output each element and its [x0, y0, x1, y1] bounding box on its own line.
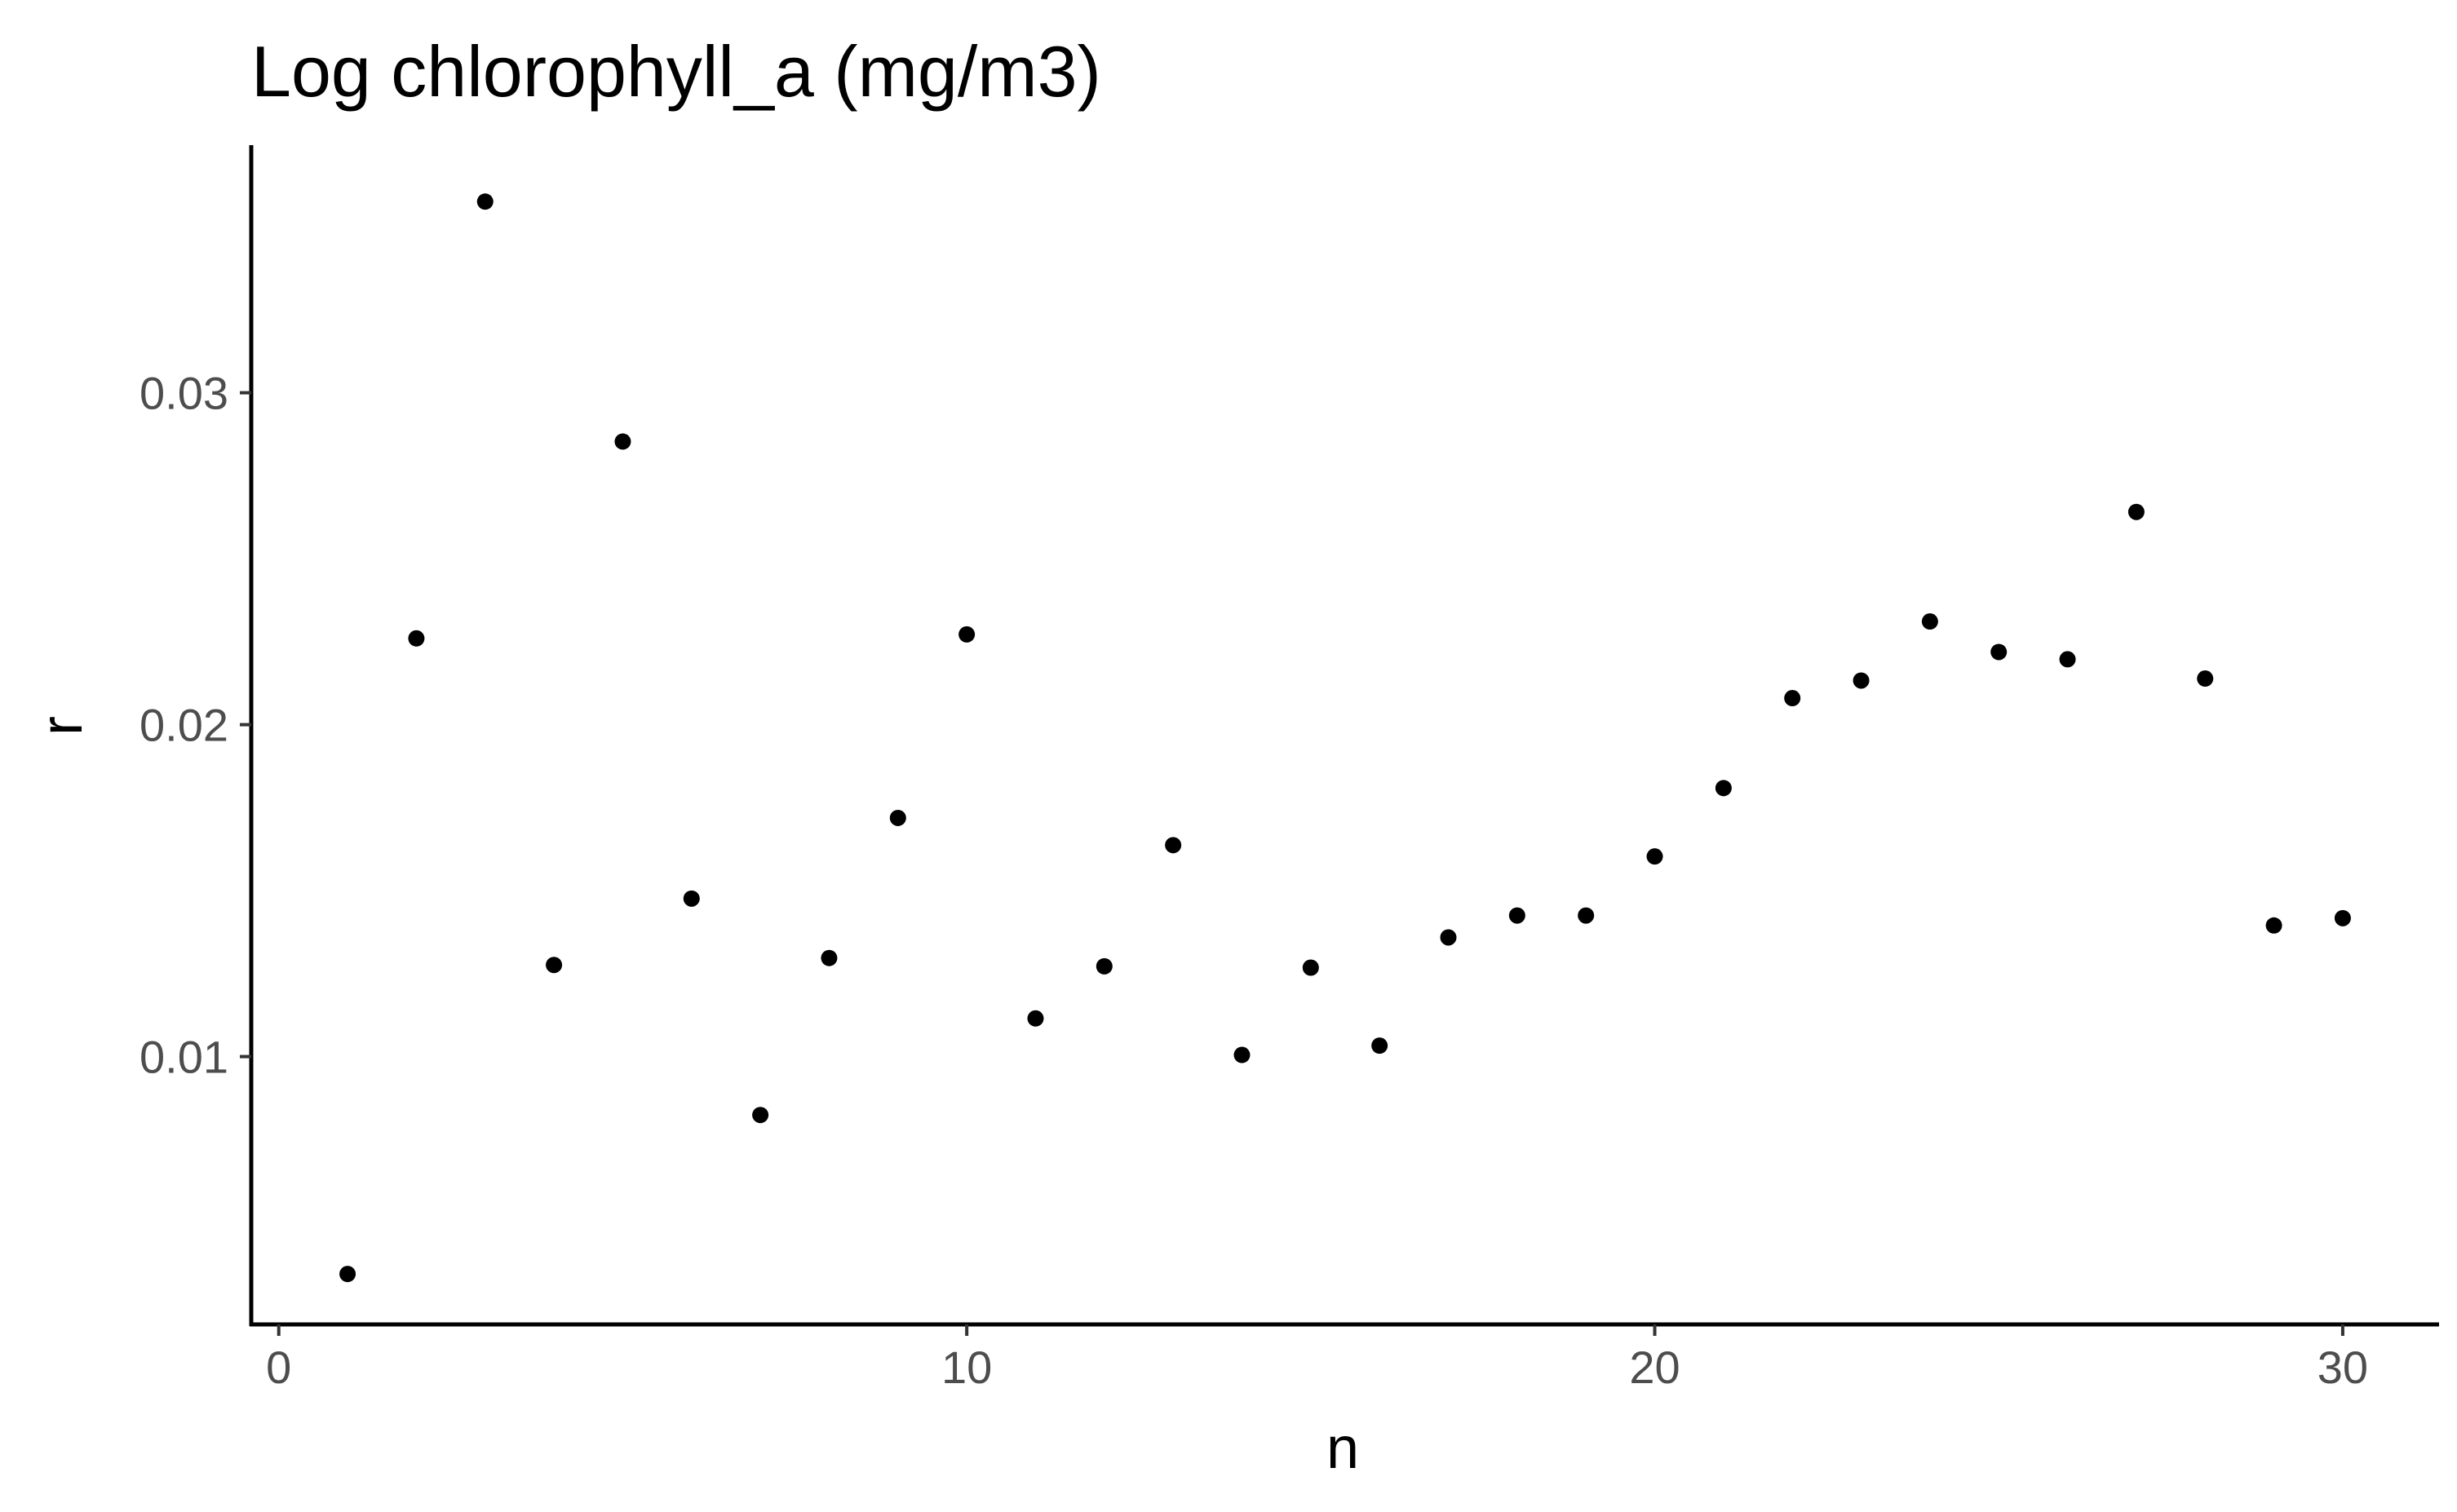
data-point — [958, 626, 976, 643]
y-axis: 0.01 0.02 0.03 — [139, 145, 254, 1326]
data-point — [1027, 1010, 1044, 1027]
data-point — [683, 890, 700, 907]
data-point — [546, 957, 563, 974]
data-point — [1921, 613, 1938, 630]
data-point — [1784, 690, 1801, 707]
data-points — [339, 193, 2351, 1283]
data-point — [2265, 917, 2282, 934]
data-point — [889, 809, 906, 826]
data-point — [476, 193, 494, 210]
y-tick-label: 0.03 — [139, 368, 228, 419]
x-tick-label: 30 — [2318, 1342, 2368, 1393]
data-point — [752, 1107, 769, 1124]
data-point — [1508, 907, 1525, 924]
data-point — [2127, 503, 2145, 520]
y-axis-label: r — [29, 716, 95, 736]
x-axis-label: n — [1326, 1416, 1359, 1481]
data-point — [1302, 959, 1319, 976]
data-point — [1853, 672, 1870, 689]
data-point — [1990, 643, 2008, 661]
data-point — [1371, 1037, 1388, 1054]
data-point — [1646, 848, 1663, 865]
data-point — [2059, 651, 2076, 668]
x-tick-label: 10 — [941, 1342, 992, 1393]
data-point — [1233, 1046, 1251, 1063]
data-point — [1578, 907, 1595, 924]
data-point — [1440, 929, 1457, 946]
data-point — [1165, 837, 1182, 854]
data-point — [1096, 957, 1113, 975]
data-point — [2334, 909, 2351, 926]
y-tick-label: 0.01 — [139, 1032, 228, 1083]
data-point — [339, 1266, 356, 1283]
chart-title: Log chlorophyll_a (mg/m3) — [251, 31, 1101, 112]
x-axis: 0 10 20 30 — [250, 1322, 2439, 1393]
data-point — [821, 949, 838, 966]
data-point — [1715, 780, 1732, 797]
x-tick-label: 0 — [266, 1342, 291, 1393]
data-point — [408, 630, 425, 647]
data-point — [2197, 670, 2214, 687]
x-tick-label: 20 — [1629, 1342, 1680, 1393]
data-point — [614, 433, 631, 450]
y-tick-label: 0.02 — [139, 700, 228, 751]
